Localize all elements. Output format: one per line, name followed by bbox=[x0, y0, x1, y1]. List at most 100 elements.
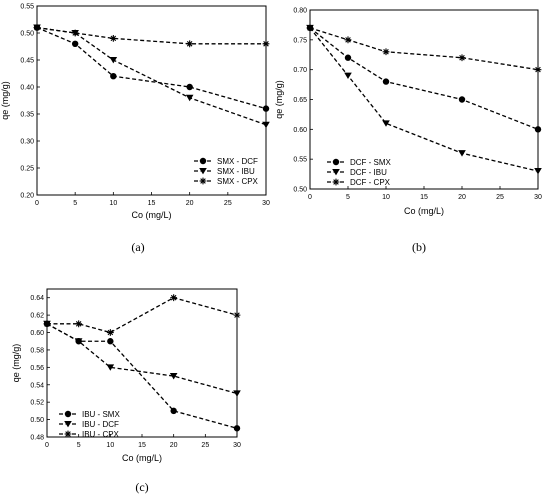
series-line bbox=[309, 27, 539, 130]
x-tick-label: 25 bbox=[496, 194, 504, 201]
y-tick-label: 0.54 bbox=[30, 382, 44, 389]
x-tick-label: 10 bbox=[382, 194, 390, 201]
plot-frame bbox=[309, 9, 539, 190]
y-tick-label: 0.45 bbox=[20, 58, 34, 65]
legend-label: DCF - SMX bbox=[350, 158, 392, 167]
y-tick-label: 0.40 bbox=[20, 85, 34, 92]
x-tick-label: 20 bbox=[170, 442, 178, 449]
y-axis-label: qe (mg/g) bbox=[11, 344, 21, 383]
data-point bbox=[185, 94, 194, 102]
data-point bbox=[110, 73, 117, 80]
legend-label: DCF - CPX bbox=[350, 178, 391, 187]
y-tick-label: 0.75 bbox=[293, 37, 307, 44]
y-tick-label: 0.58 bbox=[30, 347, 44, 354]
y-tick-label: 0.50 bbox=[20, 31, 34, 38]
chart-panel-3: 0 5 10 15 20 25 30 0.48 0.50 0.52 0.54 0.56 0.58 0.60… bbox=[11, 288, 241, 494]
data-point bbox=[233, 425, 241, 432]
series-star bbox=[43, 294, 241, 336]
panel-caption: (a) bbox=[131, 240, 144, 254]
y-tick-label: 0.55 bbox=[293, 157, 307, 164]
data-point bbox=[306, 24, 314, 32]
series-line bbox=[309, 27, 539, 172]
y-tick-label: 0.62 bbox=[30, 313, 44, 320]
x-tick-label: 25 bbox=[224, 200, 232, 207]
series-line bbox=[309, 27, 539, 71]
data-point bbox=[33, 24, 41, 31]
x-tick-label: 30 bbox=[534, 194, 542, 201]
y-axis-label: qe (mg/g) bbox=[274, 80, 284, 119]
data-point bbox=[344, 72, 352, 80]
y-tick-label: 0.80 bbox=[293, 8, 307, 15]
panel-caption: (c) bbox=[135, 480, 148, 494]
data-point bbox=[74, 338, 83, 345]
data-point bbox=[262, 121, 270, 129]
x-tick-label: 10 bbox=[109, 200, 117, 207]
data-point bbox=[186, 83, 193, 91]
y-tick-label: 0.60 bbox=[30, 330, 44, 337]
data-point bbox=[262, 40, 270, 48]
data-point bbox=[262, 105, 270, 112]
legend-label: DCF - IBU bbox=[350, 168, 387, 177]
x-axis-label: Co (mg/L) bbox=[131, 210, 171, 220]
y-tick-label: 0.64 bbox=[30, 295, 44, 302]
legend-marker bbox=[199, 177, 207, 185]
y-tick-label: 0.52 bbox=[30, 400, 44, 407]
y-tick-label: 0.55 bbox=[20, 4, 34, 11]
legend-marker bbox=[332, 168, 340, 176]
y-tick-label: 0.60 bbox=[293, 127, 307, 134]
y-tick-label: 0.50 bbox=[30, 417, 44, 424]
legend-marker bbox=[199, 167, 207, 175]
legend-marker bbox=[332, 178, 340, 186]
chart-panel-2: 0 5 10 15 20 25 30 0.50 0.55 0.60 0.65 0.70 0.75 0.80… bbox=[274, 8, 542, 255]
data-point bbox=[107, 338, 114, 345]
x-axis-label: Co (mg/L) bbox=[404, 206, 444, 216]
series-triangle-down bbox=[43, 320, 241, 397]
x-tick-label: 25 bbox=[201, 442, 209, 449]
y-axis-label: qe (mg/g) bbox=[0, 81, 10, 120]
legend-label: SMX - IBU bbox=[217, 167, 255, 176]
x-tick-label: 20 bbox=[458, 194, 466, 201]
series-line bbox=[47, 297, 238, 334]
x-tick-label: 15 bbox=[420, 194, 428, 201]
x-tick-label: 20 bbox=[186, 200, 194, 207]
data-point bbox=[534, 66, 542, 74]
data-point bbox=[458, 96, 466, 103]
data-point bbox=[382, 48, 390, 56]
y-tick-label: 0.30 bbox=[20, 139, 34, 146]
x-tick-label: 15 bbox=[138, 442, 146, 449]
chart-panel-1: 0 5 10 15 20 25 30 0.20 0.25 0.30 0.35 0.40 0.45 0.50… bbox=[0, 4, 270, 255]
series-star bbox=[306, 24, 542, 74]
data-point bbox=[534, 126, 542, 133]
y-tick-label: 0.25 bbox=[20, 166, 34, 173]
legend-marker bbox=[64, 430, 72, 438]
x-tick-label: 5 bbox=[346, 194, 350, 201]
x-tick-label: 15 bbox=[148, 200, 156, 207]
data-point bbox=[382, 78, 390, 85]
data-point bbox=[458, 54, 466, 62]
legend-label: IBU - SMX bbox=[82, 410, 120, 419]
y-tick-label: 0.70 bbox=[293, 67, 307, 74]
series-circle bbox=[306, 24, 542, 133]
x-tick-label: 5 bbox=[77, 442, 81, 449]
data-point bbox=[109, 35, 117, 42]
x-tick-label: 30 bbox=[262, 200, 270, 207]
legend-marker bbox=[64, 410, 72, 418]
legend-label: IBU - CPX bbox=[82, 430, 120, 439]
data-point bbox=[75, 320, 83, 328]
series-star bbox=[33, 24, 270, 48]
y-tick-label: 0.50 bbox=[293, 187, 307, 194]
x-tick-label: 5 bbox=[73, 200, 77, 207]
series-line bbox=[36, 27, 267, 110]
legend-marker bbox=[332, 158, 340, 166]
legend-marker bbox=[64, 420, 72, 428]
data-point bbox=[186, 40, 194, 48]
plot-frame bbox=[46, 288, 238, 438]
data-point bbox=[71, 40, 79, 47]
x-tick-label: 30 bbox=[233, 442, 241, 449]
y-tick-label: 0.48 bbox=[30, 435, 44, 442]
y-tick-label: 0.56 bbox=[30, 365, 44, 372]
